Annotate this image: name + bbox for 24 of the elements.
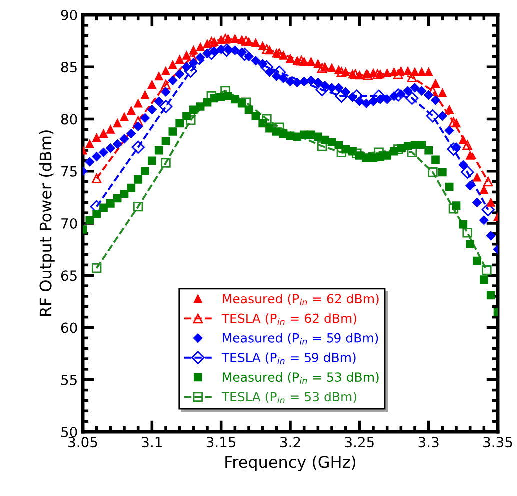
y-tick-label: 80 [61, 114, 78, 125]
y-tick-label: 70 [62, 218, 78, 229]
legend-label: TESLA (P$_{in}$ = 53 dBm) [222, 392, 356, 404]
y-tick-label: 65 [61, 270, 77, 282]
y-tick-label: 60 [61, 322, 78, 334]
legend-label: Measured (P$_{in}$ = 53 dBm) [223, 372, 379, 384]
x-tick-label: 3.25 [345, 437, 374, 448]
legend-label: TESLA (P$_{in}$ = 59 dBm) [222, 352, 356, 364]
x-axis-title: Frequency (GHz) [226, 456, 356, 472]
x-tick-label: 3.3 [418, 437, 439, 448]
x-tick-label: 3.35 [484, 437, 512, 448]
y-tick-label: 55 [62, 375, 77, 386]
legend-label: Measured (P$_{in}$ = 59 dBm) [223, 333, 378, 345]
x-tick-label: 3.1 [142, 437, 162, 448]
x-tick-label: 3.05 [68, 437, 98, 448]
legend-label: TESLA (P$_{in}$ = 62 dBm) [222, 314, 356, 326]
legend-label: Measured (P$_{in}$ = 62 dBm) [223, 294, 379, 306]
y-tick-label: 75 [62, 166, 77, 177]
x-tick-label: 3.2 [280, 437, 300, 448]
y-tick-label: 85 [61, 62, 77, 73]
y-axis-title: RF Output Power (dBm) [39, 130, 55, 316]
x-tick-label: 3.15 [206, 437, 236, 448]
y-tick-label: 50 [62, 426, 78, 438]
y-tick-label: 90 [61, 10, 78, 20]
